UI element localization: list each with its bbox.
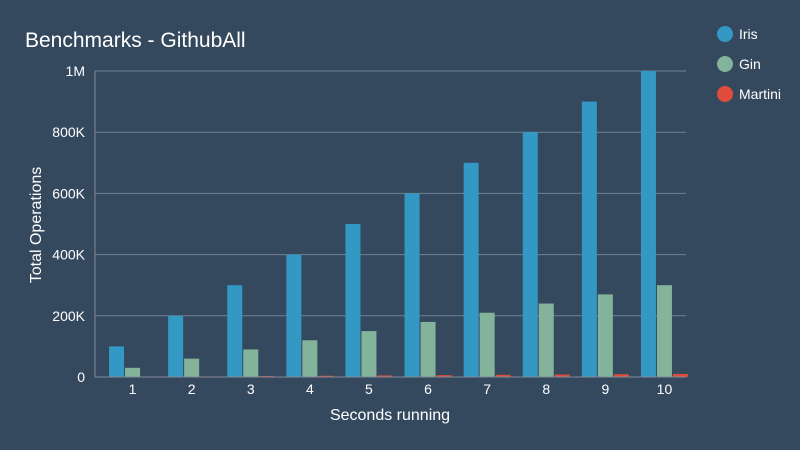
bar-iris[interactable] xyxy=(463,162,479,377)
bar-iris[interactable] xyxy=(227,285,243,377)
bar-iris[interactable] xyxy=(640,71,656,377)
bar-gin[interactable] xyxy=(656,285,672,377)
bar-iris[interactable] xyxy=(109,346,125,377)
bar-iris[interactable] xyxy=(522,132,538,377)
bar-iris[interactable] xyxy=(581,101,597,377)
legend-label-martini: Martini xyxy=(739,86,781,102)
bar-martini[interactable] xyxy=(554,374,570,377)
y-axis-ticks: 0 200K 400K 600K 800K 1M xyxy=(52,63,85,385)
x-tick-label: 6 xyxy=(424,381,432,397)
legend-item-iris[interactable]: Iris xyxy=(717,26,758,42)
bar-martini[interactable] xyxy=(318,375,334,377)
x-tick-label: 4 xyxy=(306,381,314,397)
y-tick-label: 1M xyxy=(66,63,85,79)
y-tick-label: 400K xyxy=(52,247,85,263)
y-tick-label: 0 xyxy=(77,369,85,385)
bar-iris[interactable] xyxy=(286,254,302,377)
x-tick-label: 1 xyxy=(129,381,137,397)
y-tick-label: 600K xyxy=(52,185,85,201)
bar-gin[interactable] xyxy=(597,294,613,377)
bar-iris[interactable] xyxy=(168,315,184,377)
y-tick-label: 800K xyxy=(52,124,85,140)
x-tick-label: 10 xyxy=(657,381,673,397)
gridlines xyxy=(95,70,686,317)
x-tick-label: 3 xyxy=(247,381,255,397)
x-tick-label: 8 xyxy=(542,381,550,397)
chart-title: Benchmarks - GithubAll xyxy=(25,29,246,52)
legend-label-gin: Gin xyxy=(739,56,761,72)
bar-iris[interactable] xyxy=(345,224,361,377)
bars xyxy=(109,71,688,378)
x-axis-ticks: 1 2 3 4 5 6 7 8 9 10 xyxy=(129,381,673,397)
legend-item-martini[interactable]: Martini xyxy=(717,86,781,102)
bar-gin[interactable] xyxy=(243,349,259,377)
bar-martini[interactable] xyxy=(377,375,393,377)
bar-martini[interactable] xyxy=(613,374,629,377)
legend-swatch-martini xyxy=(717,86,733,102)
bar-martini[interactable] xyxy=(495,374,511,377)
x-tick-label: 5 xyxy=(365,381,373,397)
bar-gin[interactable] xyxy=(302,340,318,377)
legend-item-gin[interactable]: Gin xyxy=(717,56,761,72)
bar-gin[interactable] xyxy=(125,367,141,377)
legend: Iris Gin Martini xyxy=(717,26,781,102)
legend-swatch-iris xyxy=(717,26,733,42)
legend-label-iris: Iris xyxy=(739,26,758,42)
bar-gin[interactable] xyxy=(479,312,495,377)
bar-martini[interactable] xyxy=(672,373,688,377)
bar-martini[interactable] xyxy=(436,375,452,377)
x-tick-label: 9 xyxy=(601,381,609,397)
bar-gin[interactable] xyxy=(420,321,436,377)
x-tick-label: 2 xyxy=(188,381,196,397)
legend-swatch-gin xyxy=(717,56,733,72)
bar-gin[interactable] xyxy=(184,358,200,377)
bar-gin[interactable] xyxy=(538,303,554,377)
x-axis-title: Seconds running xyxy=(330,407,450,424)
bar-iris[interactable] xyxy=(404,193,420,377)
bar-gin[interactable] xyxy=(361,331,377,377)
y-axis-title: Total Operations xyxy=(28,167,45,284)
x-tick-label: 7 xyxy=(483,381,491,397)
y-tick-label: 200K xyxy=(52,308,85,324)
